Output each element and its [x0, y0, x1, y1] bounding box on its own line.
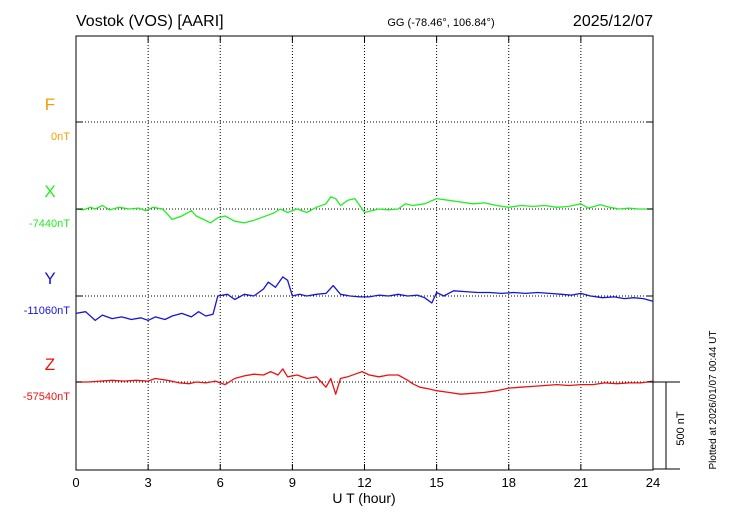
channel-name-x: X — [44, 182, 55, 201]
scale-bar: 500 nT — [653, 381, 687, 470]
x-axis: 0 3 6 9 12 15 18 21 24 — [72, 36, 660, 490]
plotted-timestamp: Plotted at 2026/01/07 00:44 UT — [708, 331, 719, 470]
series-line-x — [75, 196, 653, 224]
x-tick-label: 24 — [646, 475, 660, 490]
channel-baseline-y: -11060nT — [24, 305, 71, 317]
channel-name-z: Z — [45, 355, 55, 374]
channel-baseline-z: -57540nT — [23, 391, 70, 403]
channel-name-y: Y — [44, 269, 55, 288]
station-title: Vostok (VOS) [AARI] — [76, 13, 224, 30]
x-tick-label: 9 — [289, 475, 296, 490]
station-coordinates: GG (-78.46°, 106.84°) — [387, 17, 494, 29]
channel-baseline-f: 0nT — [51, 131, 70, 143]
x-tick-label: 15 — [429, 475, 443, 490]
x-axis-label: U T (hour) — [332, 490, 395, 506]
channel-name-f: F — [45, 95, 55, 114]
grid — [76, 36, 653, 470]
x-tick-label: 6 — [217, 475, 224, 490]
x-tick-label: 3 — [145, 475, 152, 490]
x-tick-label: 12 — [357, 475, 371, 490]
channel-labels: F 0nT X -7440nT Y -11060nT Z -57540nT — [23, 95, 70, 403]
series-line-z — [76, 368, 654, 395]
series-line-y — [75, 276, 654, 322]
channel-baseline-x: -7440nT — [29, 218, 70, 230]
plot-date: 2025/12/07 — [573, 13, 653, 30]
series-lines — [75, 196, 654, 395]
x-tick-label: 18 — [502, 475, 516, 490]
x-tick-label: 0 — [72, 475, 79, 490]
scale-bar-label: 500 nT — [675, 411, 687, 446]
x-tick-label: 21 — [574, 475, 588, 490]
